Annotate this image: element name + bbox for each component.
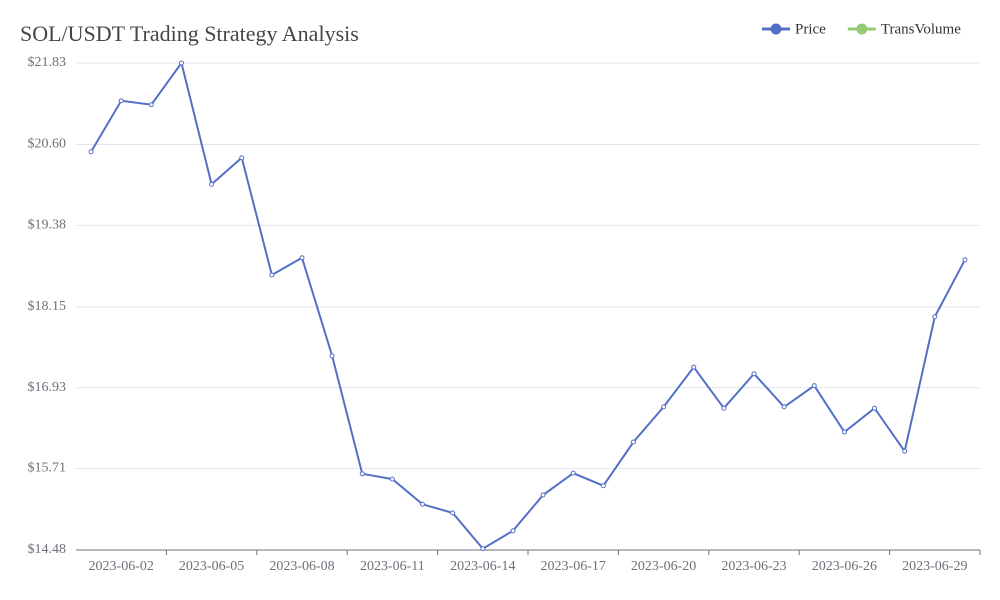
price-point [389, 476, 395, 482]
price-point [932, 314, 938, 320]
x-tick-label: 2023-06-14 [450, 559, 515, 574]
price-point [600, 483, 606, 489]
x-tick-label: 2023-06-02 [89, 559, 154, 574]
x-tick-label: 2023-06-17 [541, 559, 606, 574]
price-point [148, 102, 154, 108]
price-point [118, 98, 124, 104]
price-point [630, 439, 636, 445]
price-line [90, 60, 966, 550]
price-point [661, 404, 667, 410]
price-point [841, 429, 847, 435]
price-point [751, 371, 757, 377]
x-tick-label: 2023-06-11 [360, 559, 425, 574]
legend-marker [770, 23, 782, 35]
price-point [540, 492, 546, 498]
legend-item: Price [762, 21, 826, 37]
price-point [269, 272, 275, 278]
price-point [902, 448, 908, 454]
legend-text: TransVolume [881, 21, 961, 37]
price-point [329, 353, 335, 359]
x-tick-label: 2023-06-05 [179, 559, 244, 574]
chart-title: SOL/USDT Trading Strategy Analysis [20, 21, 359, 46]
price-point [570, 470, 576, 476]
price-point [420, 501, 426, 507]
price-point [359, 471, 365, 477]
y-tick-label: $20.60 [28, 137, 67, 152]
price-point [510, 528, 516, 534]
y-tick-label: $14.48 [28, 542, 67, 557]
price-point [811, 383, 817, 389]
x-tick-label: 2023-06-08 [269, 559, 334, 574]
price-point [299, 255, 305, 261]
price-point [721, 405, 727, 411]
legend-item: TransVolume [847, 21, 961, 37]
price-point [962, 257, 968, 263]
price-point [691, 364, 697, 370]
price-point [781, 404, 787, 410]
price-point [480, 546, 486, 552]
price-point [209, 181, 215, 187]
x-tick-label: 2023-06-26 [812, 559, 877, 574]
x-tick-label: 2023-06-29 [902, 559, 967, 574]
y-tick-label: $18.15 [28, 299, 67, 314]
legend-text: Price [795, 21, 826, 37]
price-point [178, 60, 184, 66]
x-tick-label: 2023-06-20 [631, 559, 696, 574]
y-tick-label: $16.93 [28, 380, 67, 395]
price-point [88, 149, 94, 155]
y-tick-label: $15.71 [28, 461, 67, 476]
x-tick-label: 2023-06-23 [721, 559, 786, 574]
legend-marker [856, 23, 868, 35]
y-tick-label: $21.83 [28, 55, 67, 70]
price-point [239, 155, 245, 161]
y-tick-label: $19.38 [28, 218, 67, 233]
price-point [872, 405, 878, 411]
price-point [450, 510, 456, 516]
